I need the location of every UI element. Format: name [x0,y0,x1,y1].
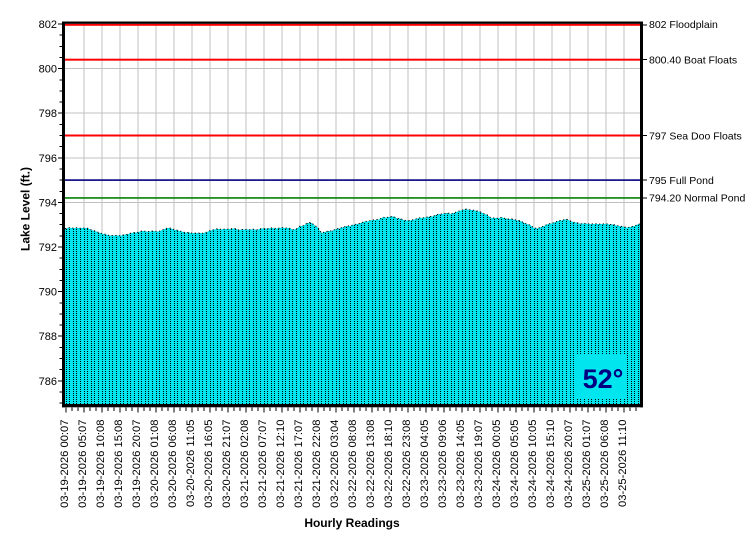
svg-text:797 Sea Doo Floats: 797 Sea Doo Floats [649,130,742,142]
svg-text:03-21-2026 12:10: 03-21-2026 12:10 [275,420,287,508]
svg-text:03-19-2026 05:07: 03-19-2026 05:07 [77,420,89,508]
svg-text:03-19-2026 00:07: 03-19-2026 00:07 [59,420,71,508]
svg-text:790: 790 [39,287,57,299]
svg-text:03-22-2026 08:08: 03-22-2026 08:08 [347,420,359,508]
svg-text:03-22-2026 18:10: 03-22-2026 18:10 [383,420,395,508]
svg-text:03-22-2026 23:08: 03-22-2026 23:08 [401,420,413,508]
svg-text:Lake Level (ft.): Lake Level (ft.) [19,167,33,251]
svg-text:03-21-2026 07:07: 03-21-2026 07:07 [257,420,269,508]
svg-text:03-23-2026 09:06: 03-23-2026 09:06 [437,420,449,508]
svg-text:802: 802 [39,19,57,31]
svg-text:03-25-2026 01:07: 03-25-2026 01:07 [581,420,593,508]
svg-text:03-22-2026 13:08: 03-22-2026 13:08 [365,420,377,508]
svg-text:03-24-2026 00:05: 03-24-2026 00:05 [491,420,503,508]
svg-text:794: 794 [39,197,57,209]
svg-text:788: 788 [39,331,57,343]
svg-text:786: 786 [39,376,57,388]
svg-text:03-24-2026 05:05: 03-24-2026 05:05 [509,420,521,508]
svg-text:03-21-2026 17:07: 03-21-2026 17:07 [293,420,305,508]
svg-text:03-24-2026 15:10: 03-24-2026 15:10 [545,420,557,508]
svg-text:03-24-2026 20:07: 03-24-2026 20:07 [563,420,575,508]
svg-text:03-24-2026 10:05: 03-24-2026 10:05 [527,420,539,508]
svg-text:03-23-2026 19:07: 03-23-2026 19:07 [473,420,485,508]
svg-text:03-19-2026 10:08: 03-19-2026 10:08 [95,420,107,508]
svg-text:03-20-2026 11:05: 03-20-2026 11:05 [185,420,197,508]
svg-text:03-20-2026 16:05: 03-20-2026 16:05 [203,420,215,508]
svg-text:03-23-2026 14:05: 03-23-2026 14:05 [455,420,467,508]
svg-text:03-19-2026 20:07: 03-19-2026 20:07 [131,420,143,508]
svg-text:03-22-2026 03:04: 03-22-2026 03:04 [329,420,341,508]
svg-text:03-21-2026 22:08: 03-21-2026 22:08 [311,420,323,508]
svg-text:796: 796 [39,153,57,165]
svg-text:800: 800 [39,64,57,76]
svg-text:795 Full Pond: 795 Full Pond [649,175,714,187]
svg-text:03-23-2026 04:05: 03-23-2026 04:05 [419,420,431,508]
svg-text:03-20-2026 21:07: 03-20-2026 21:07 [221,420,233,508]
svg-text:794.20 Normal Pond: 794.20 Normal Pond [649,193,745,205]
svg-text:798: 798 [39,108,57,120]
svg-text:03-19-2026 15:08: 03-19-2026 15:08 [113,420,125,508]
svg-text:03-25-2026 11:10: 03-25-2026 11:10 [617,420,629,508]
svg-text:792: 792 [39,242,57,254]
svg-text:03-20-2026 06:08: 03-20-2026 06:08 [167,420,179,508]
svg-text:03-21-2026 02:08: 03-21-2026 02:08 [239,420,251,508]
svg-text:03-20-2026 01:08: 03-20-2026 01:08 [149,420,161,508]
svg-text:52°: 52° [583,364,624,394]
svg-text:800.40 Boat Floats: 800.40 Boat Floats [649,54,737,66]
svg-text:802 Floodplain: 802 Floodplain [649,19,718,31]
svg-text:03-25-2026 06:08: 03-25-2026 06:08 [599,420,611,508]
svg-text:Hourly Readings: Hourly Readings [304,516,400,530]
